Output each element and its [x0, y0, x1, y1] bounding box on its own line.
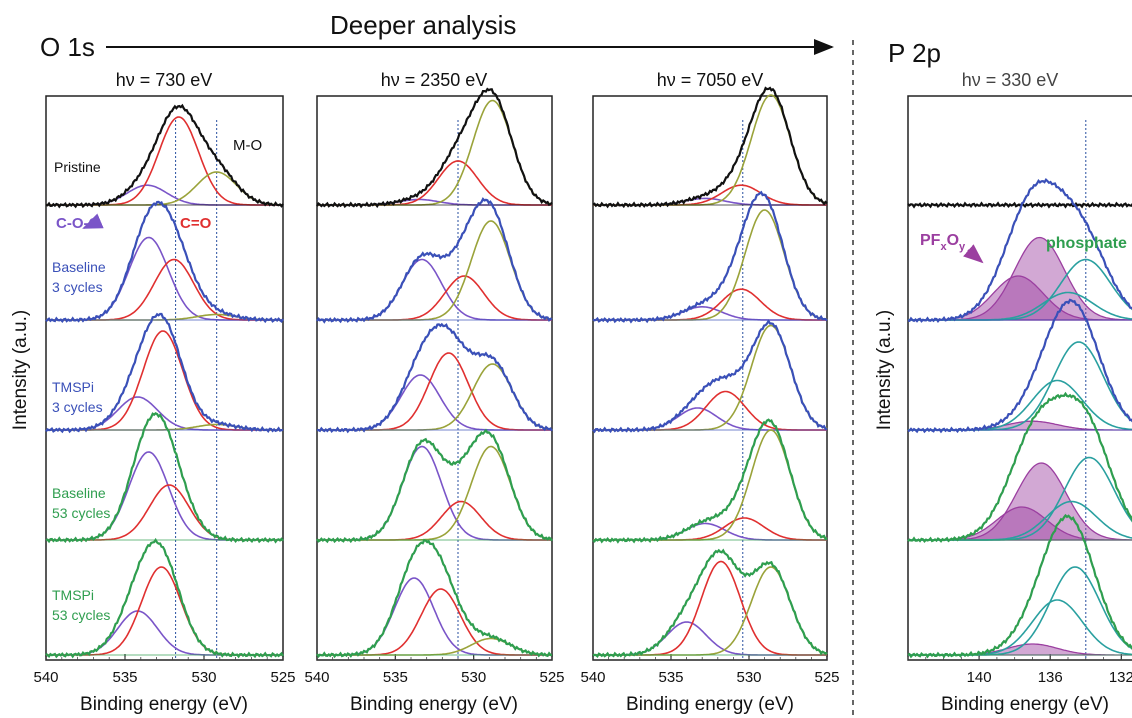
x-tick-label-2-1: 535 — [658, 669, 683, 686]
y-axis-label-o1s: Intensity (a.u.) — [10, 310, 31, 430]
x-axis-label-330: Binding energy (eV) — [941, 694, 1109, 715]
x-tick-label-1-2: 530 — [461, 669, 486, 686]
x-tick-label-0-3: 525 — [270, 669, 295, 686]
x-tick-label-3-1: 136 — [1038, 669, 1063, 686]
tick-layer: 540 535 530 525 540 535 530 525 540 535 530 525 140 1… — [33, 654, 1132, 686]
pfxoy-arrow — [963, 244, 984, 264]
envelope-0-3 — [45, 411, 284, 544]
envelope-0-2 — [45, 312, 284, 434]
pfxoy-part2: O — [947, 232, 959, 249]
annotation-c-double-o: C=O — [180, 215, 212, 232]
component-2-2-0 — [593, 407, 827, 431]
x-tick-label-2-3: 525 — [814, 669, 839, 686]
component-1-1-0 — [317, 258, 552, 321]
panel-frame-730 — [45, 95, 284, 661]
envelope-2-2 — [592, 318, 828, 434]
c-o-c-arrow — [82, 213, 104, 229]
x-tick-label-3-0: 140 — [967, 669, 992, 686]
envelope-1-0 — [316, 87, 553, 209]
envelope-1-1 — [316, 197, 553, 324]
sample-label-baseline-53-line2: 53 cycles — [52, 505, 110, 521]
pfxoy-part1: PF — [920, 232, 941, 249]
x-tick-label-1-1: 535 — [383, 669, 408, 686]
photon-energy-2350: hν = 2350 eV — [381, 70, 488, 90]
component-2-4-2 — [593, 566, 828, 656]
envelope-2-3 — [592, 418, 828, 544]
sample-label-tmspi-3-line2: 3 cycles — [52, 399, 103, 415]
x-axis-label-2350: Binding energy (eV) — [350, 694, 518, 715]
component-3-1-1 — [908, 275, 1132, 321]
envelope-0-4 — [45, 537, 284, 659]
panel-frame-7050 — [592, 95, 828, 661]
sample-label-tmspi-3-line1: TMSPi — [52, 379, 94, 395]
photon-energy-330: hν = 330 eV — [962, 70, 1059, 90]
envelope-1-3 — [316, 428, 553, 544]
photon-energy-7050: hν = 7050 eV — [657, 70, 764, 90]
component-1-2-0 — [317, 374, 552, 431]
panel-frame-2350 — [316, 95, 553, 661]
component-1-1-1 — [317, 275, 552, 321]
x-tick-label-1-0: 540 — [304, 669, 329, 686]
p2p-label: P 2p — [888, 38, 941, 68]
component-1-3-2 — [317, 445, 553, 541]
annotation-pfxoy: PFxOy — [920, 232, 966, 253]
envelope-3-4 — [907, 513, 1132, 659]
envelope-3-3 — [907, 391, 1132, 544]
envelope-1-4 — [316, 538, 552, 659]
envelope-3-2 — [907, 298, 1132, 434]
envelope-2-0 — [592, 86, 828, 209]
sample-label-pristine: Pristine — [54, 159, 101, 175]
x-axis-label-730: Binding energy (eV) — [80, 694, 248, 715]
component-0-0-2 — [46, 171, 283, 206]
component-2-4-0 — [593, 621, 827, 656]
reference-line-layer — [175, 120, 1087, 658]
envelope-1-2 — [316, 322, 553, 434]
component-3-4-0 — [908, 643, 1132, 656]
component-2-0-2 — [593, 94, 828, 206]
component-1-3-1 — [317, 500, 552, 541]
component-2-0-1 — [593, 184, 827, 206]
o1s-label: O 1s — [40, 32, 95, 62]
y-axis-label-p2p: Intensity (a.u.) — [874, 310, 895, 430]
sample-label-tmspi-53-line2: 53 cycles — [52, 607, 110, 623]
component-3-2-0 — [908, 420, 1132, 431]
envelope-2-4 — [592, 548, 828, 659]
x-tick-label-3-2: 132 — [1109, 669, 1132, 686]
envelope-0-0 — [45, 103, 284, 209]
deeper-analysis-title: Deeper analysis — [330, 10, 516, 40]
x-tick-label-1-3: 525 — [539, 669, 564, 686]
photon-energy-730: hν = 730 eV — [116, 70, 213, 90]
x-tick-label-0-1: 535 — [112, 669, 137, 686]
component-2-2-2 — [593, 324, 828, 431]
x-axis-label-7050: Binding energy (eV) — [626, 694, 794, 715]
sample-label-tmspi-53-line1: TMSPi — [52, 587, 94, 603]
sample-label-baseline-3-line2: 3 cycles — [52, 279, 103, 295]
x-tick-label-2-2: 530 — [736, 669, 761, 686]
component-1-4-0 — [317, 577, 552, 656]
component-1-4-1 — [317, 588, 552, 656]
envelope-0-1 — [45, 200, 284, 324]
component-1-0-1 — [317, 160, 552, 206]
annotation-m-o: M-O — [233, 137, 262, 154]
pfxoy-sub1: x — [940, 241, 947, 253]
sample-label-baseline-53-line1: Baseline — [52, 485, 106, 501]
sample-label-baseline-3-line1: Baseline — [52, 259, 106, 275]
panel-frame-330 — [907, 95, 1132, 661]
x-tick-label-0-2: 530 — [191, 669, 216, 686]
envelope-2-1 — [592, 190, 828, 324]
component-2-2-1 — [593, 390, 827, 431]
component-1-2-1 — [317, 352, 552, 431]
component-2-1-1 — [593, 288, 827, 321]
component-2-1-2 — [593, 209, 828, 321]
pfxoy-sub2: y — [959, 241, 966, 253]
component-1-3-0 — [317, 445, 552, 541]
x-tick-label-2-0: 540 — [580, 669, 605, 686]
envelope-3-0 — [907, 201, 1132, 209]
x-tick-label-0-0: 540 — [33, 669, 58, 686]
curve-layer — [45, 86, 1132, 659]
annotation-phosphate: phosphate — [1046, 235, 1127, 252]
envelope-3-1 — [907, 177, 1132, 324]
